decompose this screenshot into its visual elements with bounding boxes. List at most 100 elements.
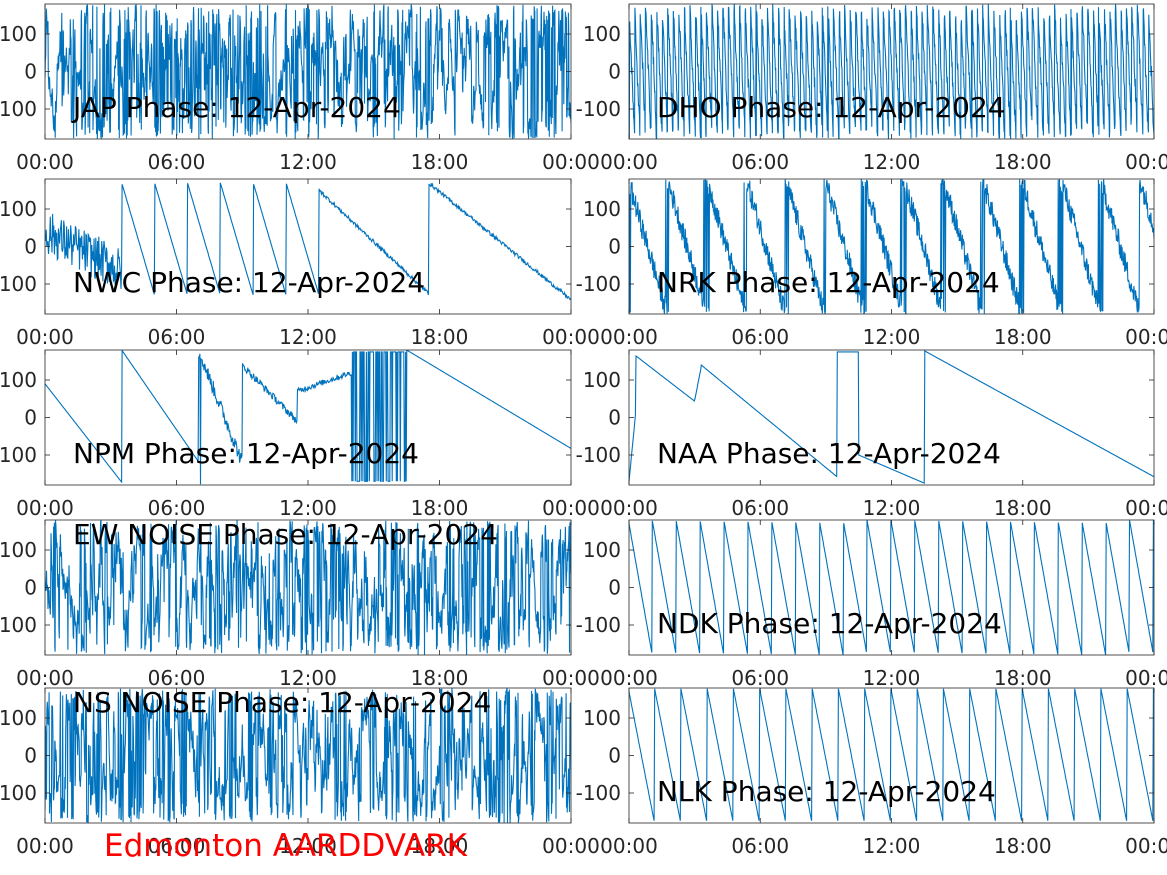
x-tick-label: 06:00 <box>731 496 789 520</box>
phase-panel: 100 0 -100 00:00 06:00 12:00 18:00 00:00 NAA Pha… <box>576 349 1167 520</box>
y-tick-label: 0 <box>608 60 621 84</box>
y-tick-label: -100 <box>576 613 621 637</box>
x-tick-label: 18:00 <box>411 150 469 174</box>
x-tick-label: 00:00 <box>600 150 658 174</box>
x-tick-label: 18:00 <box>411 496 469 520</box>
y-tick-label: 0 <box>608 235 621 259</box>
x-tick-label: 18:00 <box>994 496 1052 520</box>
y-tick-label: 100 <box>0 22 37 46</box>
x-tick-label: 00:00 <box>16 325 74 349</box>
y-tick-label: -100 <box>0 272 37 296</box>
phase-panel: 100 0 -100 00:00 06:00 12:00 18:00 00:00 JAP Pha… <box>0 3 600 174</box>
x-tick-label: 00:00 <box>600 666 658 690</box>
phase-panel: 100 0 -100 00:00 06:00 12:00 18:00 00:00 NWC Pha… <box>0 178 600 349</box>
x-tick-label: 00:00 <box>542 666 600 690</box>
x-tick-label: 06:00 <box>148 834 206 858</box>
phase-panel: 100 0 -100 00:00 06:00 12:00 18:00 00:00 NLK Pha… <box>576 687 1167 858</box>
y-tick-label: 0 <box>608 406 621 430</box>
x-tick-label: 12:00 <box>279 325 337 349</box>
panel-title: DHO Phase: 12-Apr-2024 <box>657 91 1006 124</box>
x-tick-label: 06:00 <box>148 325 206 349</box>
y-tick-label: -100 <box>0 443 37 467</box>
y-tick-label: 100 <box>0 197 37 221</box>
y-tick-label: -100 <box>576 97 621 121</box>
y-tick-label: -100 <box>0 97 37 121</box>
phase-series-line <box>45 350 571 485</box>
x-tick-label: 00:00 <box>1125 325 1167 349</box>
x-tick-label: 18:00 <box>411 834 469 858</box>
x-tick-label: 18:00 <box>411 325 469 349</box>
y-tick-label: 100 <box>583 22 621 46</box>
x-tick-label: 00:00 <box>16 834 74 858</box>
x-tick-label: 06:00 <box>731 834 789 858</box>
y-tick-label: 100 <box>583 706 621 730</box>
panel-title: NLK Phase: 12-Apr-2024 <box>657 775 996 808</box>
y-tick-label: -100 <box>576 272 621 296</box>
phase-series-line <box>629 4 1154 139</box>
x-tick-label: 06:00 <box>148 666 206 690</box>
x-tick-label: 12:00 <box>279 150 337 174</box>
y-tick-label: 0 <box>608 744 621 768</box>
y-tick-label: -100 <box>0 613 37 637</box>
phase-panel: 100 0 -100 00:00 06:00 12:00 18:00 00:00 EW NOIS… <box>0 518 600 690</box>
panel-title: NAA Phase: 12-Apr-2024 <box>657 437 1001 470</box>
y-tick-label: 0 <box>608 576 621 600</box>
phase-panel: 100 0 -100 00:00 06:00 12:00 18:00 00:00 NS NOIS… <box>0 686 600 858</box>
x-tick-label: 06:00 <box>148 150 206 174</box>
x-tick-label: 00:00 <box>600 325 658 349</box>
x-tick-label: 00:00 <box>1125 666 1167 690</box>
y-tick-label: 100 <box>0 706 37 730</box>
x-tick-label: 06:00 <box>731 150 789 174</box>
y-tick-label: 100 <box>583 197 621 221</box>
x-tick-label: 00:00 <box>542 150 600 174</box>
x-tick-label: 12:00 <box>863 150 921 174</box>
y-tick-label: -100 <box>0 781 37 805</box>
x-tick-label: 00:00 <box>16 496 74 520</box>
x-tick-label: 12:00 <box>863 496 921 520</box>
y-tick-label: -100 <box>576 443 621 467</box>
panel-title: NRK Phase: 12-Apr-2024 <box>657 266 1000 299</box>
x-tick-label: 18:00 <box>994 666 1052 690</box>
phase-series-line <box>45 688 571 823</box>
x-tick-label: 12:00 <box>863 325 921 349</box>
x-tick-label: 06:00 <box>731 666 789 690</box>
x-tick-label: 00:00 <box>1125 496 1167 520</box>
phase-series-line <box>629 350 1154 484</box>
x-tick-label: 12:00 <box>863 666 921 690</box>
x-tick-label: 12:00 <box>863 834 921 858</box>
phase-panel: 100 0 -100 00:00 06:00 12:00 18:00 00:00 DHO Pha… <box>576 3 1167 174</box>
y-tick-label: 100 <box>583 538 621 562</box>
x-tick-label: 00:00 <box>16 666 74 690</box>
panel-title: NDK Phase: 12-Apr-2024 <box>657 607 1002 640</box>
phase-panel: 100 0 -100 00:00 06:00 12:00 18:00 00:00 NPM Pha… <box>0 349 600 520</box>
x-tick-label: 18:00 <box>994 325 1052 349</box>
phase-panel: 100 0 -100 00:00 06:00 12:00 18:00 00:00 NRK Pha… <box>576 178 1167 349</box>
y-tick-label: 100 <box>0 368 37 392</box>
phase-series-line <box>45 182 571 301</box>
x-tick-label: 00:00 <box>542 834 600 858</box>
x-tick-label: 18:00 <box>994 834 1052 858</box>
x-tick-label: 00:00 <box>600 496 658 520</box>
x-tick-label: 00:00 <box>542 496 600 520</box>
x-tick-label: 00:00 <box>1125 834 1167 858</box>
x-tick-label: 12:00 <box>279 496 337 520</box>
panel-title: EW NOISE Phase: 12-Apr-2024 <box>73 518 498 551</box>
y-tick-label: 0 <box>24 576 37 600</box>
x-tick-label: 00:00 <box>16 150 74 174</box>
y-tick-label: 0 <box>24 60 37 84</box>
y-tick-label: -100 <box>576 781 621 805</box>
x-tick-label: 18:00 <box>411 666 469 690</box>
phase-series-line <box>629 179 1154 314</box>
x-tick-label: 06:00 <box>731 325 789 349</box>
x-tick-label: 06:00 <box>148 496 206 520</box>
panel-title: NPM Phase: 12-Apr-2024 <box>73 437 419 470</box>
x-tick-label: 00:00 <box>542 325 600 349</box>
x-tick-label: 00:00 <box>600 834 658 858</box>
y-tick-label: 0 <box>24 235 37 259</box>
x-tick-label: 12:00 <box>279 834 337 858</box>
phase-panel: 100 0 -100 00:00 06:00 12:00 18:00 00:00 NDK Pha… <box>576 519 1167 690</box>
x-tick-label: 18:00 <box>994 150 1052 174</box>
panel-title: NWC Phase: 12-Apr-2024 <box>73 266 425 299</box>
x-tick-label: 00:00 <box>1125 150 1167 174</box>
